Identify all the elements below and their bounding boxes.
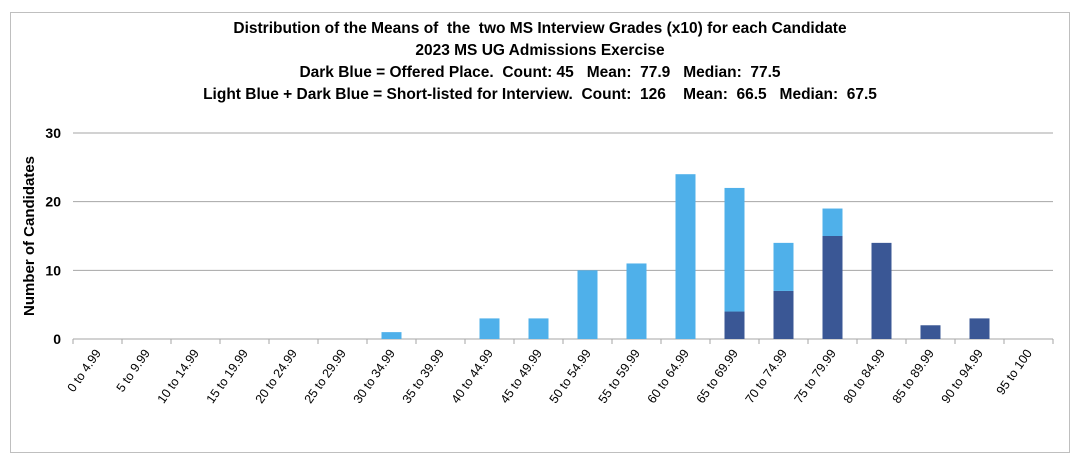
- bar-shortlisted_not_offered: [528, 318, 549, 339]
- bar-shortlisted_not_offered: [479, 318, 500, 339]
- bar-offered: [773, 290, 794, 339]
- x-tick-label: 80 to 84.99: [841, 347, 888, 406]
- bar-offered: [920, 325, 941, 339]
- y-tick-label: 30: [45, 125, 61, 141]
- y-tick-labels: 0 10 20 30: [45, 125, 61, 347]
- chart-frame: [10, 12, 1070, 453]
- x-tick-label: 20 to 24.99: [253, 347, 300, 406]
- chart-title-line-4: Light Blue + Dark Blue = Short-listed fo…: [203, 86, 877, 103]
- bar-shortlisted_not_offered: [724, 187, 745, 312]
- x-tick-label: 10 to 14.99: [155, 347, 202, 406]
- chart-title-block: Distribution of the Means of the two MS …: [0, 18, 1080, 106]
- y-tick-label: 20: [45, 194, 61, 210]
- x-tick-label: 60 to 64.99: [645, 347, 692, 406]
- y-axis-label: Number of Candidates: [21, 156, 38, 316]
- x-tick-labels: 0 to 4.99 5 to 9.99 10 to 14.99 15 to 19.99…: [65, 347, 1035, 406]
- x-tick-label: 35 to 39.99: [400, 347, 447, 406]
- x-tick-label: 70 to 74.99: [743, 347, 790, 406]
- bar-shortlisted_not_offered: [773, 242, 794, 291]
- bar-shortlisted_not_offered: [822, 208, 843, 236]
- x-tick-label: 0 to 4.99: [65, 347, 104, 395]
- x-tick-label: 30 to 34.99: [351, 347, 398, 406]
- x-tick-label: 50 to 54.99: [547, 347, 594, 406]
- x-tick-label: 45 to 49.99: [498, 347, 545, 406]
- bar-offered: [822, 236, 843, 339]
- bar-offered: [969, 318, 990, 339]
- bar-shortlisted_not_offered: [577, 270, 598, 339]
- x-tick-label: 55 to 59.99: [596, 347, 643, 406]
- gridlines: [72, 132, 1054, 344]
- x-tick-label: 65 to 69.99: [694, 347, 741, 406]
- x-tick-label: 25 to 29.99: [302, 347, 349, 406]
- bar-offered: [724, 311, 745, 339]
- chart-title-line-1: Distribution of the Means of the two MS …: [233, 20, 847, 37]
- y-tick-label: 10: [45, 262, 61, 278]
- x-tick-label: 40 to 44.99: [449, 347, 496, 406]
- x-tick-label: 5 to 9.99: [114, 347, 153, 395]
- x-tick-label: 95 to 100: [994, 347, 1035, 398]
- chart-title-line-3: Dark Blue = Offered Place. Count: 45 Mea…: [299, 64, 781, 81]
- y-tick-label: 0: [53, 331, 61, 347]
- x-tick-label: 15 to 19.99: [204, 347, 251, 406]
- chart-title-line-2: 2023 MS UG Admissions Exercise: [415, 42, 665, 59]
- bars: [381, 174, 990, 339]
- bar-shortlisted_not_offered: [381, 332, 402, 339]
- x-tick-label: 90 to 94.99: [939, 347, 986, 406]
- x-tick-label: 85 to 89.99: [890, 347, 937, 406]
- bar-shortlisted_not_offered: [675, 174, 696, 339]
- bar-shortlisted_not_offered: [626, 263, 647, 339]
- x-tick-label: 75 to 79.99: [792, 347, 839, 406]
- bar-offered: [871, 242, 892, 339]
